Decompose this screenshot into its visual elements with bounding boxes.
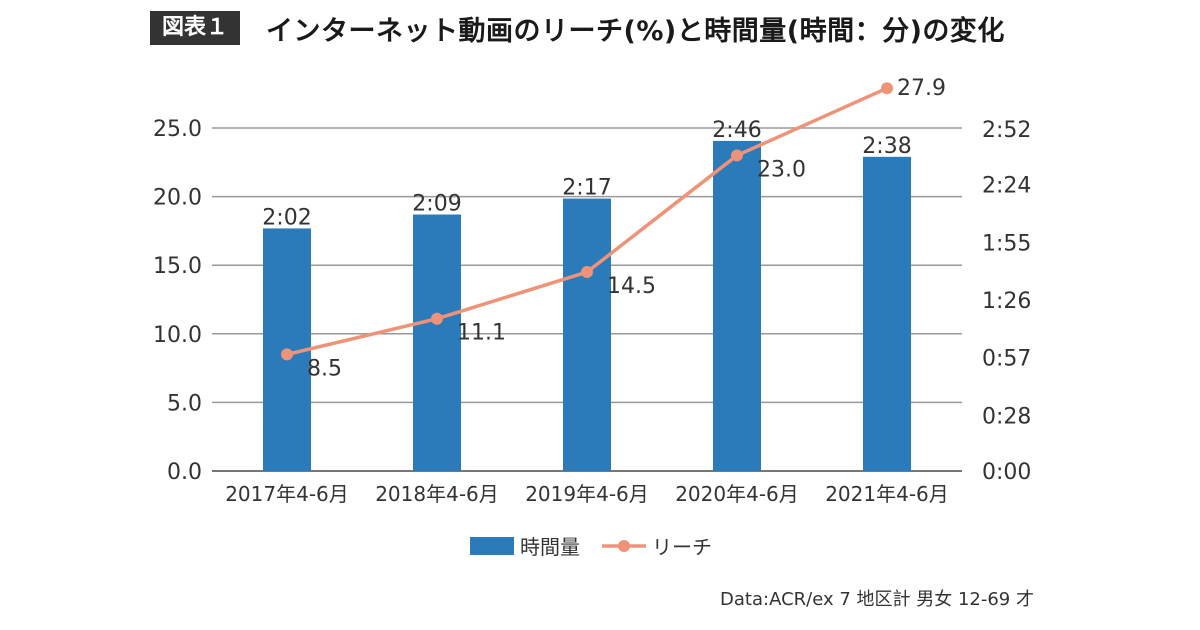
legend-line-marker — [618, 540, 630, 552]
legend-bar-label: 時間量 — [520, 535, 580, 559]
left-axis-tick-label: 10.0 — [153, 323, 202, 348]
left-axis-tick-label: 0.0 — [167, 460, 202, 485]
reach-data-label: 23.0 — [757, 157, 806, 182]
bar-data-label: 2:17 — [562, 176, 611, 201]
right-axis-tick-label: 2:24 — [982, 174, 1031, 199]
reach-point — [731, 149, 743, 162]
bar-data-label: 2:09 — [412, 191, 461, 216]
right-axis-tick-label: 2:52 — [982, 118, 1031, 143]
reach-point — [581, 266, 593, 279]
reach-data-label: 14.5 — [607, 274, 656, 299]
bar-time-volume — [863, 156, 911, 471]
reach-point — [431, 312, 443, 325]
x-axis-tick-label: 2018年4-6月 — [375, 482, 499, 506]
right-axis-tick-label: 0:28 — [982, 404, 1031, 429]
figure-label: 図表１ — [150, 11, 241, 45]
chart-header: 図表１ インターネット動画のリーチ(%)と時間量(時間：分)の変化 — [150, 8, 1005, 48]
legend-bar-swatch — [470, 537, 514, 555]
reach-data-label: 8.5 — [307, 356, 342, 381]
right-axis-tick-label: 0:57 — [982, 347, 1031, 372]
reach-point — [881, 82, 893, 95]
right-axis-tick-label: 1:55 — [982, 231, 1031, 256]
left-axis-tick-label: 5.0 — [167, 391, 202, 416]
reach-data-label: 11.1 — [457, 321, 506, 346]
x-axis-tick-label: 2020年4-6月 — [675, 482, 799, 506]
right-axis-tick-label: 0:00 — [982, 460, 1031, 485]
reach-point — [281, 348, 293, 361]
bar-data-label: 2:02 — [262, 205, 311, 230]
x-axis-tick-label: 2019年4-6月 — [525, 482, 649, 506]
source-note: Data:ACR/ex 7 地区計 男女 12-69 才 — [720, 589, 1034, 610]
bar-time-volume — [563, 198, 611, 471]
left-axis-tick-label: 15.0 — [153, 254, 202, 279]
x-axis-tick-label: 2017年4-6月 — [225, 482, 349, 506]
reach-data-label: 27.9 — [897, 76, 946, 101]
bar-data-label: 2:38 — [862, 134, 911, 159]
chart-title: インターネット動画のリーチ(%)と時間量(時間：分)の変化 — [266, 15, 1005, 47]
right-axis-tick-label: 1:26 — [982, 289, 1031, 314]
bar-time-volume — [713, 140, 761, 472]
bar-data-label: 2:46 — [712, 118, 761, 143]
legend-line-label: リーチ — [652, 535, 712, 559]
x-axis-tick-label: 2021年4-6月 — [825, 482, 949, 506]
bar-time-volume — [413, 214, 461, 471]
left-axis-tick-label: 25.0 — [153, 117, 202, 142]
left-axis-tick-label: 20.0 — [153, 186, 202, 211]
